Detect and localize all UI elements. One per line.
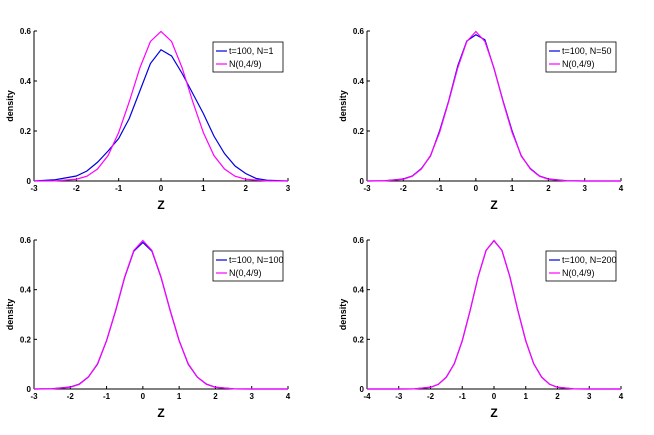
legend: t=100, N=100 N(0,4/9): [212, 250, 284, 282]
legend-box: [212, 250, 284, 282]
x-tick-label: 0: [141, 392, 146, 401]
legend-entry: N(0,4/9): [562, 59, 595, 69]
y-tick-label: 0.6: [20, 27, 32, 36]
y-tick-label: 0: [360, 385, 365, 394]
y-tick-label: 0.4: [20, 286, 32, 295]
x-tick-label: -3: [30, 184, 38, 193]
x-tick-label: 3: [249, 392, 254, 401]
x-tick-label: -3: [363, 184, 371, 193]
legend-entry: t=100, N=200: [562, 255, 617, 265]
legend-entry: t=100, N=50: [562, 46, 612, 56]
x-tick-label: -3: [395, 392, 403, 401]
y-tick-label: 0.2: [353, 335, 365, 344]
x-tick-label: 3: [587, 392, 592, 401]
x-tick-label: -2: [73, 184, 81, 193]
y-tick-label: 0.2: [20, 335, 32, 344]
x-tick-label: -3: [30, 392, 38, 401]
x-axis-label: Z: [490, 406, 497, 420]
series-line-simulated: [33, 48, 289, 182]
y-axis-label: density: [5, 299, 15, 331]
x-tick-label: -1: [436, 184, 444, 193]
x-axis-label: Z: [157, 198, 164, 212]
x-tick-label: -2: [67, 392, 75, 401]
legend: t=100, N=50 N(0,4/9): [545, 41, 617, 73]
x-tick-label: -1: [115, 184, 123, 193]
y-tick-label: 0.6: [353, 236, 365, 245]
x-tick-label: 4: [619, 184, 624, 193]
x-tick-label: 4: [286, 392, 291, 401]
legend-entry: N(0,4/9): [229, 59, 262, 69]
series-line-normal: [33, 239, 288, 390]
x-axis-label: Z: [490, 198, 497, 212]
x-tick-label: -2: [427, 392, 435, 401]
y-axis-label: density: [338, 90, 348, 122]
y-axis-label: density: [338, 299, 348, 331]
x-tick-label: 1: [524, 392, 529, 401]
y-tick-label: 0: [360, 177, 365, 186]
y-tick-label: 0: [27, 177, 32, 186]
x-tick-label: 2: [546, 184, 551, 193]
x-tick-label: -4: [363, 392, 371, 401]
legend-box: [212, 41, 284, 73]
x-tick-label: 3: [286, 184, 291, 193]
legend: t=100, N=200 N(0,4/9): [545, 250, 617, 282]
y-tick-label: 0.4: [353, 286, 365, 295]
legend-box: [545, 250, 617, 282]
legend-entry: N(0,4/9): [562, 268, 595, 278]
legend-box: [545, 41, 617, 73]
series-line-normal: [33, 30, 289, 182]
x-tick-label: 0: [474, 184, 479, 193]
x-tick-label: 3: [582, 184, 587, 193]
x-tick-label: 0: [159, 184, 164, 193]
x-tick-label: -2: [400, 184, 408, 193]
x-tick-label: -1: [103, 392, 111, 401]
y-tick-label: 0.6: [353, 27, 365, 36]
x-tick-label: 1: [177, 392, 182, 401]
legend: t=100, N=1 N(0,4/9): [212, 41, 284, 73]
series-line-normal: [366, 30, 621, 182]
y-tick-label: 0.4: [20, 77, 32, 86]
x-tick-label: 1: [201, 184, 206, 193]
series-line-normal: [367, 239, 621, 390]
x-tick-label: 2: [213, 392, 218, 401]
x-tick-label: -1: [459, 392, 467, 401]
x-tick-label: 2: [555, 392, 560, 401]
y-tick-label: 0.4: [353, 77, 365, 86]
y-tick-label: 0.2: [353, 127, 365, 136]
y-axis-label: density: [5, 90, 15, 122]
x-axis-label: Z: [157, 406, 164, 420]
x-tick-label: 1: [510, 184, 515, 193]
legend-entry: N(0,4/9): [229, 268, 262, 278]
legend-entry: t=100, N=100: [229, 255, 284, 265]
y-tick-label: 0.6: [20, 236, 32, 245]
x-tick-label: 0: [492, 392, 497, 401]
x-tick-label: 4: [619, 392, 624, 401]
x-tick-label: 2: [243, 184, 248, 193]
y-tick-label: 0: [27, 385, 32, 394]
legend-entry: t=100, N=1: [229, 46, 274, 56]
y-tick-label: 0.2: [20, 127, 32, 136]
